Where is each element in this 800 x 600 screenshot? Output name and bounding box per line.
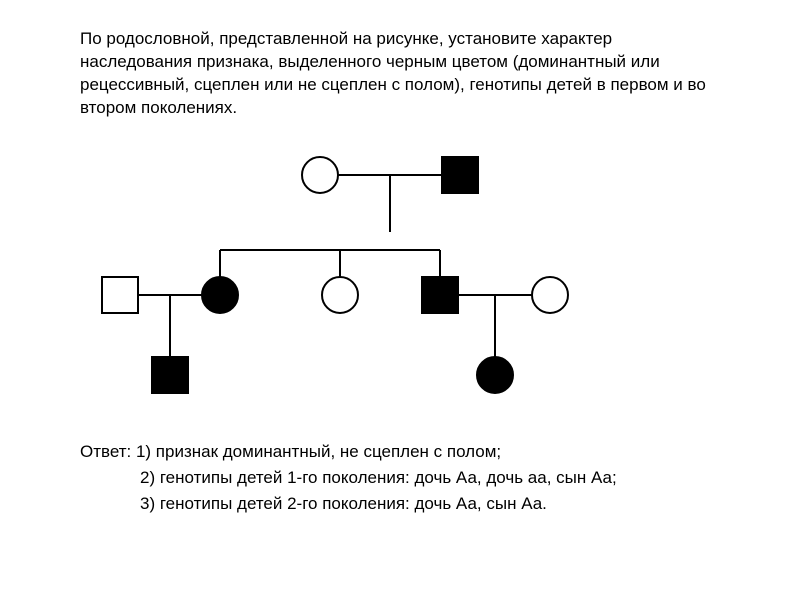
pedigree-female xyxy=(302,157,338,193)
question-text: По родословной, представленной на рисунк… xyxy=(80,28,720,120)
pedigree-male xyxy=(152,357,188,393)
pedigree-male xyxy=(102,277,138,313)
pedigree-female xyxy=(532,277,568,313)
pedigree-female xyxy=(322,277,358,313)
pedigree-female xyxy=(477,357,513,393)
pedigree-female xyxy=(202,277,238,313)
pedigree-male xyxy=(442,157,478,193)
pedigree-chart xyxy=(90,150,650,410)
answer-line-1: Ответ: 1) признак доминантный, не сцепле… xyxy=(80,442,617,462)
answer-line-3: 3) генотипы детей 2-го поколения: дочь А… xyxy=(80,494,617,514)
pedigree-male xyxy=(422,277,458,313)
answer-line-2: 2) генотипы детей 1-го поколения: дочь А… xyxy=(80,468,617,488)
answers-block: Ответ: 1) признак доминантный, не сцепле… xyxy=(80,442,617,520)
